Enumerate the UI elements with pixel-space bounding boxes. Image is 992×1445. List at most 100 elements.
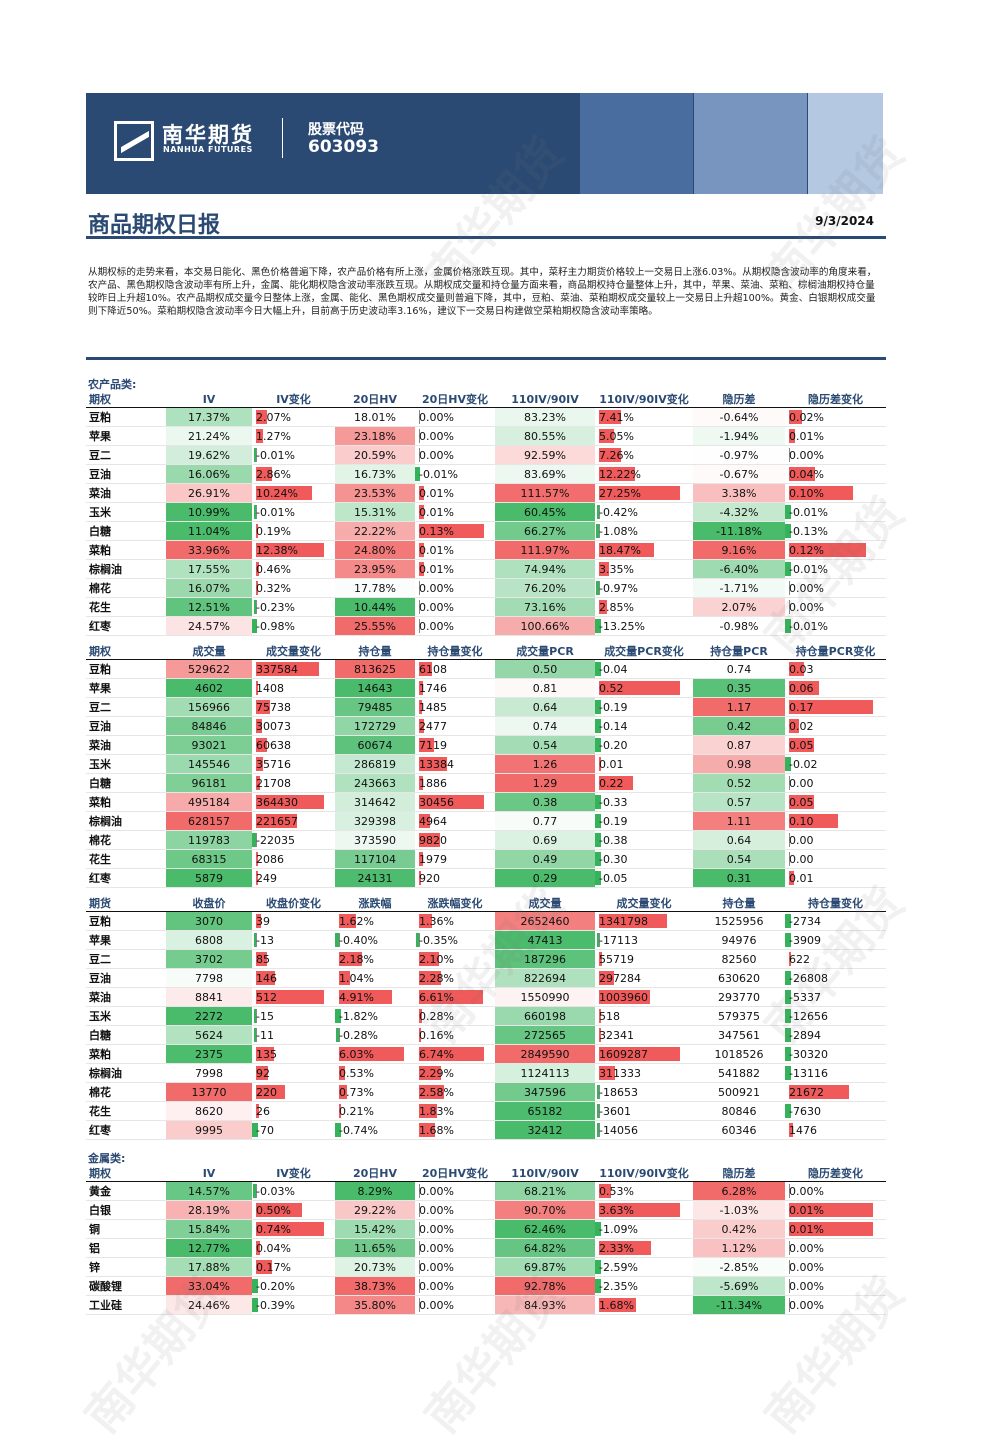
- bar-cell: -0.38: [595, 830, 693, 850]
- table-row: 豆粕 529622 337584 813625 6108 0.50 -0.04 0.74 0.0…: [86, 659, 886, 679]
- cell-value: 23.53%: [354, 486, 396, 500]
- row-name: 红枣: [86, 1120, 166, 1140]
- heat-cell: 84.93%: [495, 1295, 595, 1315]
- cell-value: 豆二: [89, 953, 111, 966]
- heat-cell: 25.55%: [335, 616, 415, 636]
- cell-value: 3.63%: [599, 1203, 634, 1217]
- value-bar: [254, 505, 256, 519]
- bar-cell: 1485: [415, 697, 495, 717]
- heat-cell: 47413: [495, 930, 595, 950]
- heat-cell: 16.06%: [166, 464, 252, 484]
- table-header-row: 期权 IV IV变化 20日HV 20日HV变化 110IV/90IV 110IV/90IV…: [86, 391, 886, 408]
- cell-value: 1886: [419, 776, 447, 790]
- table-row: 棕榈油 7998 92 0.53% 2.29% 1124113 311333 541882 -1…: [86, 1063, 886, 1083]
- bar-cell: 0.05: [785, 792, 886, 812]
- value-bar: [419, 1104, 437, 1118]
- value-bar: [597, 1123, 599, 1137]
- heat-cell: 243663: [335, 773, 415, 793]
- value-bar: [256, 1222, 324, 1236]
- heat-cell: 14.57%: [166, 1181, 252, 1201]
- value-bar: [789, 814, 839, 828]
- bar-cell: -1.08%: [595, 521, 693, 541]
- cell-value: 35716: [256, 757, 291, 771]
- bar-cell: -0.02: [785, 754, 886, 774]
- cell-value: 12.38%: [256, 543, 298, 557]
- heat-cell: 9.16%: [693, 540, 785, 560]
- heat-cell: 32412: [495, 1120, 595, 1140]
- stock-code-label: 股票代码: [308, 122, 364, 138]
- bar-cell: 1408: [252, 678, 335, 698]
- row-name: 棕榈油: [86, 811, 166, 831]
- value-bar: [253, 1184, 256, 1198]
- bar-cell: 135: [252, 1044, 335, 1064]
- heat-cell: 1124113: [495, 1063, 595, 1083]
- value-bar: [256, 738, 268, 752]
- cell-value: 0.12%: [789, 543, 824, 557]
- cell-value: 菜油: [89, 739, 111, 752]
- cell-value: 9820: [419, 833, 447, 847]
- cell-value: 12.51%: [188, 600, 230, 614]
- bar-cell: 0.01%: [785, 1219, 886, 1239]
- bar-cell: 0.28%: [415, 1006, 495, 1026]
- heat-cell: 92.78%: [495, 1276, 595, 1296]
- cell-value: 60346: [721, 1123, 757, 1137]
- table-row: 豆二 19.62% -0.01% 20.59% 0.00% 92.59% 7.26% -0.9…: [86, 445, 886, 465]
- value-bar: [256, 524, 258, 538]
- cell-value: 0.28%: [419, 1009, 454, 1023]
- table-row: 苹果 4602 1408 14643 1746 0.81 0.52 0.35 0.06: [86, 678, 886, 698]
- cell-value: 5879: [195, 871, 223, 885]
- cell-value: 0.00%: [419, 600, 454, 614]
- bar-cell: 2.58%: [415, 1082, 495, 1102]
- bar-cell: 622: [785, 949, 886, 969]
- heat-cell: 156966: [166, 697, 252, 717]
- cell-value: 3702: [195, 952, 223, 966]
- bar-cell: 0.00%: [785, 1181, 886, 1201]
- column-header: 持仓量变化: [785, 895, 886, 912]
- bar-cell: 1.68%: [595, 1295, 693, 1315]
- cell-value: 83.69%: [524, 467, 566, 481]
- bar-cell: 3.35%: [595, 559, 693, 579]
- cell-value: 84.93%: [524, 1298, 566, 1312]
- value-bar: [789, 662, 804, 676]
- value-bar: [785, 914, 791, 928]
- bar-axis: [419, 429, 420, 443]
- column-header: 成交量: [166, 643, 252, 660]
- heat-cell: 33.04%: [166, 1276, 252, 1296]
- value-bar: [785, 1028, 791, 1042]
- bar-cell: 0.01%: [415, 483, 495, 503]
- cell-value: 1.27%: [256, 429, 291, 443]
- cell-value: 55719: [599, 952, 634, 966]
- value-bar: [419, 952, 440, 966]
- bar-cell: -2894: [785, 1025, 886, 1045]
- cell-value: -14056: [599, 1123, 638, 1137]
- bar-cell: -0.19: [595, 811, 693, 831]
- value-bar: [419, 719, 425, 733]
- heat-cell: 0.57: [693, 792, 785, 812]
- bar-axis: [789, 1260, 790, 1274]
- bar-cell: 0.00%: [415, 597, 495, 617]
- heat-cell: 314642: [335, 792, 415, 812]
- column-header: 收盘价: [166, 895, 252, 912]
- cell-value: -0.01%: [256, 448, 295, 462]
- bar-cell: 0.00%: [785, 1238, 886, 1258]
- bar-cell: 2.29%: [415, 1063, 495, 1083]
- bar-cell: 32341: [595, 1025, 693, 1045]
- value-bar: [256, 1104, 260, 1118]
- heat-cell: 172729: [335, 716, 415, 736]
- cell-value: 1.36%: [419, 914, 454, 928]
- table-row: 黄金 14.57% -0.03% 8.29% 0.00% 68.21% 0.53% 6.28%…: [86, 1181, 886, 1201]
- cell-value: 92: [256, 1066, 270, 1080]
- bar-axis: [256, 1184, 257, 1198]
- cell-value: 500921: [718, 1085, 760, 1099]
- cell-value: -0.19: [599, 700, 628, 714]
- value-bar: [415, 467, 420, 481]
- cell-value: 4.91%: [339, 990, 374, 1004]
- bar-cell: 12.38%: [252, 540, 335, 560]
- heat-cell: 68315: [166, 849, 252, 869]
- row-name: 红枣: [86, 868, 166, 888]
- heat-cell: 100.66%: [495, 616, 595, 636]
- value-bar: [256, 1241, 260, 1255]
- bar-cell: -2734: [785, 911, 886, 931]
- bar-cell: 337584: [252, 659, 335, 679]
- cell-value: 84846: [191, 719, 227, 733]
